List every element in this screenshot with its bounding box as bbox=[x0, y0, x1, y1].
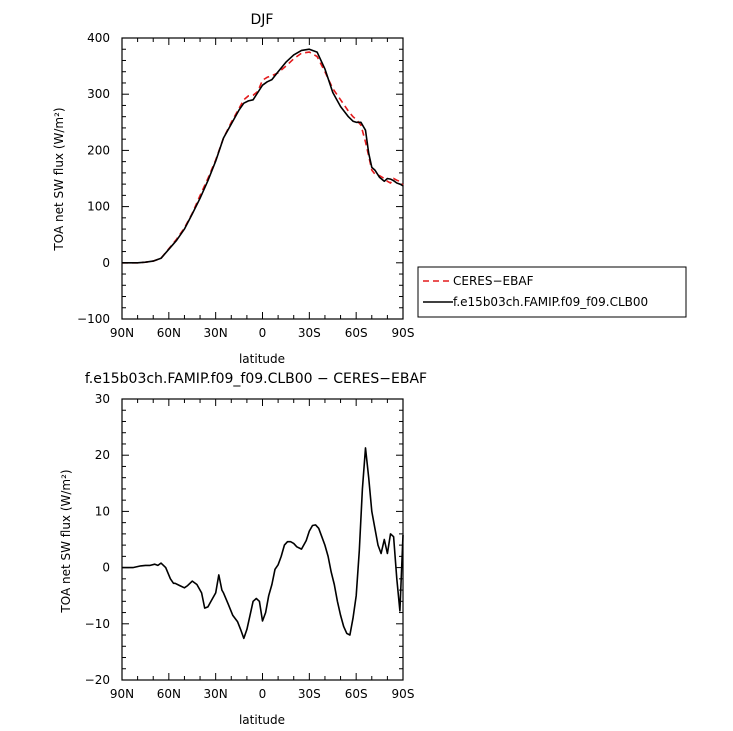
legend-label-model: f.e15b03ch.FAMIP.f09_f09.CLB00 bbox=[453, 295, 648, 309]
bottom-y-tick-label: 0 bbox=[102, 561, 110, 575]
top-panel: DJF 90N 60N 30N 0 30S 60S 90S −100 0 100 200 300 400… bbox=[52, 12, 414, 366]
top-y-tick-label: 0 bbox=[102, 256, 110, 270]
top-y-axis-label: TOA net SW flux (W/m²) bbox=[52, 107, 66, 251]
bottom-x-axis-label: latitude bbox=[239, 713, 285, 727]
bottom-y-tick-label: 10 bbox=[95, 504, 110, 518]
top-plot-frame bbox=[121, 37, 404, 320]
top-x-tick-label: 90S bbox=[392, 326, 415, 340]
bottom-axes: 90N 60N 30N 0 30S 60S 90S −20 −10 0 10 20 30 bbox=[85, 392, 415, 701]
bottom-panel-title: f.e15b03ch.FAMIP.f09_f09.CLB00 − CERES−E… bbox=[85, 371, 427, 387]
top-x-tick-label: 60N bbox=[157, 326, 181, 340]
top-x-tick-label: 30S bbox=[298, 326, 321, 340]
bottom-series-line-0 bbox=[122, 447, 404, 640]
top-y-tick-label: 300 bbox=[87, 87, 110, 101]
bottom-plot-frame bbox=[121, 398, 404, 681]
top-y-tick-label: 400 bbox=[87, 31, 110, 45]
bottom-x-tick-label: 90N bbox=[110, 687, 134, 701]
top-y-tick-label: 200 bbox=[87, 143, 110, 157]
bottom-y-tick-label: 30 bbox=[95, 392, 110, 406]
bottom-y-tick-label: −10 bbox=[85, 617, 110, 631]
top-y-tick-label: 100 bbox=[87, 200, 110, 214]
top-x-tick-label: 30N bbox=[204, 326, 228, 340]
top-x-axis-label: latitude bbox=[239, 352, 285, 366]
bottom-y-tick-label: 20 bbox=[95, 448, 110, 462]
top-series-line-1 bbox=[122, 48, 404, 264]
bottom-x-tick-label: 60S bbox=[345, 687, 368, 701]
top-y-tick-label: −100 bbox=[77, 312, 110, 326]
top-axes: 90N 60N 30N 0 30S 60S 90S −100 0 100 200 300 400 bbox=[77, 31, 414, 340]
legend: CERES−EBAF f.e15b03ch.FAMIP.f09_f09.CLB0… bbox=[417, 266, 687, 318]
bottom-x-tick-label: 60N bbox=[157, 687, 181, 701]
bottom-x-tick-label: 30N bbox=[204, 687, 228, 701]
bottom-panel: f.e15b03ch.FAMIP.f09_f09.CLB00 − CERES−E… bbox=[59, 371, 427, 727]
bottom-series-group bbox=[122, 447, 404, 640]
top-x-tick-label: 90N bbox=[110, 326, 134, 340]
top-x-tick-label: 60S bbox=[345, 326, 368, 340]
legend-box bbox=[417, 266, 687, 318]
bottom-x-tick-label: 0 bbox=[259, 687, 267, 701]
top-x-tick-label: 0 bbox=[259, 326, 267, 340]
top-panel-title: DJF bbox=[251, 12, 274, 28]
bottom-x-tick-label: 90S bbox=[392, 687, 415, 701]
bottom-x-tick-label: 30S bbox=[298, 687, 321, 701]
bottom-y-tick-label: −20 bbox=[85, 673, 110, 687]
legend-label-ceres: CERES−EBAF bbox=[453, 274, 534, 288]
top-series-group bbox=[122, 48, 404, 264]
bottom-y-axis-label: TOA net SW flux (W/m²) bbox=[59, 469, 73, 613]
top-series-line-0 bbox=[122, 51, 404, 264]
